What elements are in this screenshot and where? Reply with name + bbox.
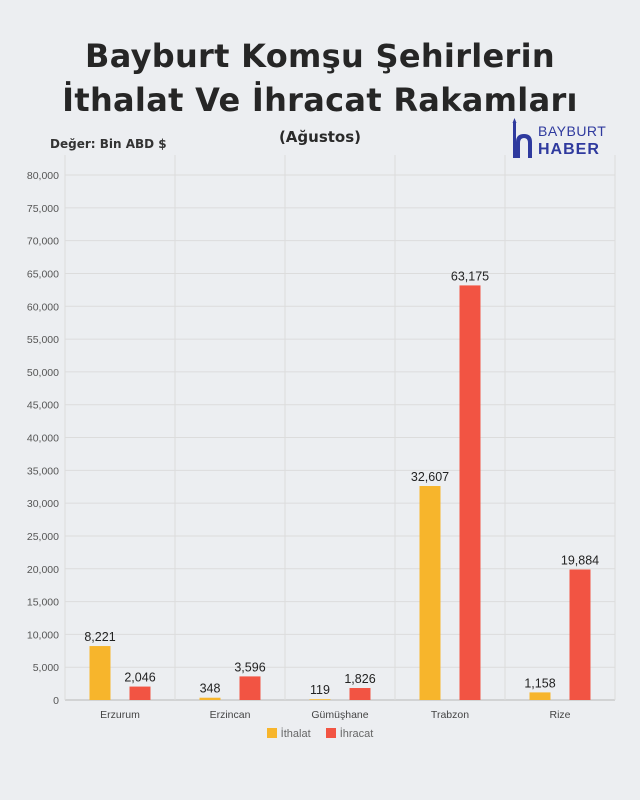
bar-value-label: 32,607 [411, 470, 449, 484]
y-tick-label: 50,000 [27, 367, 59, 379]
logo-text-bottom: HABER [538, 141, 600, 158]
y-tick-label: 20,000 [27, 564, 59, 576]
bar-value-label: 2,046 [124, 671, 155, 685]
y-tick-label: 15,000 [27, 597, 59, 609]
bar-value-label: 3,596 [234, 660, 265, 674]
x-tick-label: Gümüşhane [311, 709, 368, 721]
bar-ihracat [239, 676, 261, 700]
legend-label-ithalat: İthalat [280, 728, 311, 740]
bar-value-label: 1,158 [524, 676, 555, 690]
bar-ithalat [89, 646, 111, 700]
bar-ithalat [529, 692, 551, 700]
legend-swatch-ihracat [325, 728, 336, 738]
x-tick-label: Trabzon [431, 709, 469, 721]
y-tick-label: 10,000 [27, 629, 59, 641]
bar-ithalat [419, 486, 441, 700]
y-tick-label: 55,000 [27, 334, 59, 346]
y-tick-label: 80,000 [27, 170, 59, 182]
bar-ihracat [349, 688, 371, 700]
title-line-1: Bayburt Komşu Şehirlerin [85, 37, 555, 75]
y-tick-label: 65,000 [27, 268, 59, 280]
bar-value-label: 8,221 [84, 630, 115, 644]
logo-text-top: BAYBURT [538, 123, 607, 139]
y-tick-label: 75,000 [27, 203, 59, 215]
x-tick-label: Rize [549, 709, 570, 721]
legend-item-ihracat[interactable]: İhracat [325, 728, 374, 740]
y-tick-label: 45,000 [27, 400, 59, 412]
y-tick-label: 35,000 [27, 465, 59, 477]
bar-value-label: 119 [310, 683, 330, 697]
legend-swatch-ithalat [266, 728, 277, 738]
y-tick-label: 60,000 [27, 301, 59, 313]
bar-value-label: 1,826 [344, 672, 375, 686]
y-tick-label: 25,000 [27, 531, 59, 543]
bar-ihracat [129, 686, 151, 700]
bar-value-label: 19,884 [561, 554, 599, 568]
x-tick-label: Erzurum [100, 709, 140, 721]
unit-label: Değer: Bin ABD $ [50, 137, 167, 151]
bar-ithalat [199, 697, 221, 700]
legend-item-ithalat[interactable]: İthalat [266, 728, 311, 740]
bar-value-label: 63,175 [451, 269, 489, 283]
chart-subtitle: (Ağustos) [278, 128, 362, 146]
y-tick-label: 40,000 [27, 433, 59, 445]
bar-ithalat [309, 699, 331, 700]
legend-label-ihracat: İhracat [339, 728, 374, 740]
bayburt-haber-logo: BAYBURT HABER [508, 118, 618, 164]
y-tick-label: 5,000 [33, 662, 59, 674]
title-line-2: İthalat Ve İhracat Rakamları [62, 81, 578, 119]
x-tick-label: Erzincan [210, 709, 251, 721]
chart-title: Bayburt Komşu Şehirlerin İthalat Ve İhra… [0, 34, 640, 122]
bar-ihracat [459, 285, 481, 700]
bar-value-label: 348 [200, 682, 221, 696]
legend[interactable]: İthalat İhracat [0, 728, 640, 740]
y-tick-label: 0 [53, 695, 59, 707]
y-tick-label: 30,000 [27, 498, 59, 510]
mosque-h-icon [512, 118, 532, 158]
bar-ihracat [569, 569, 591, 700]
y-tick-label: 70,000 [27, 236, 59, 248]
